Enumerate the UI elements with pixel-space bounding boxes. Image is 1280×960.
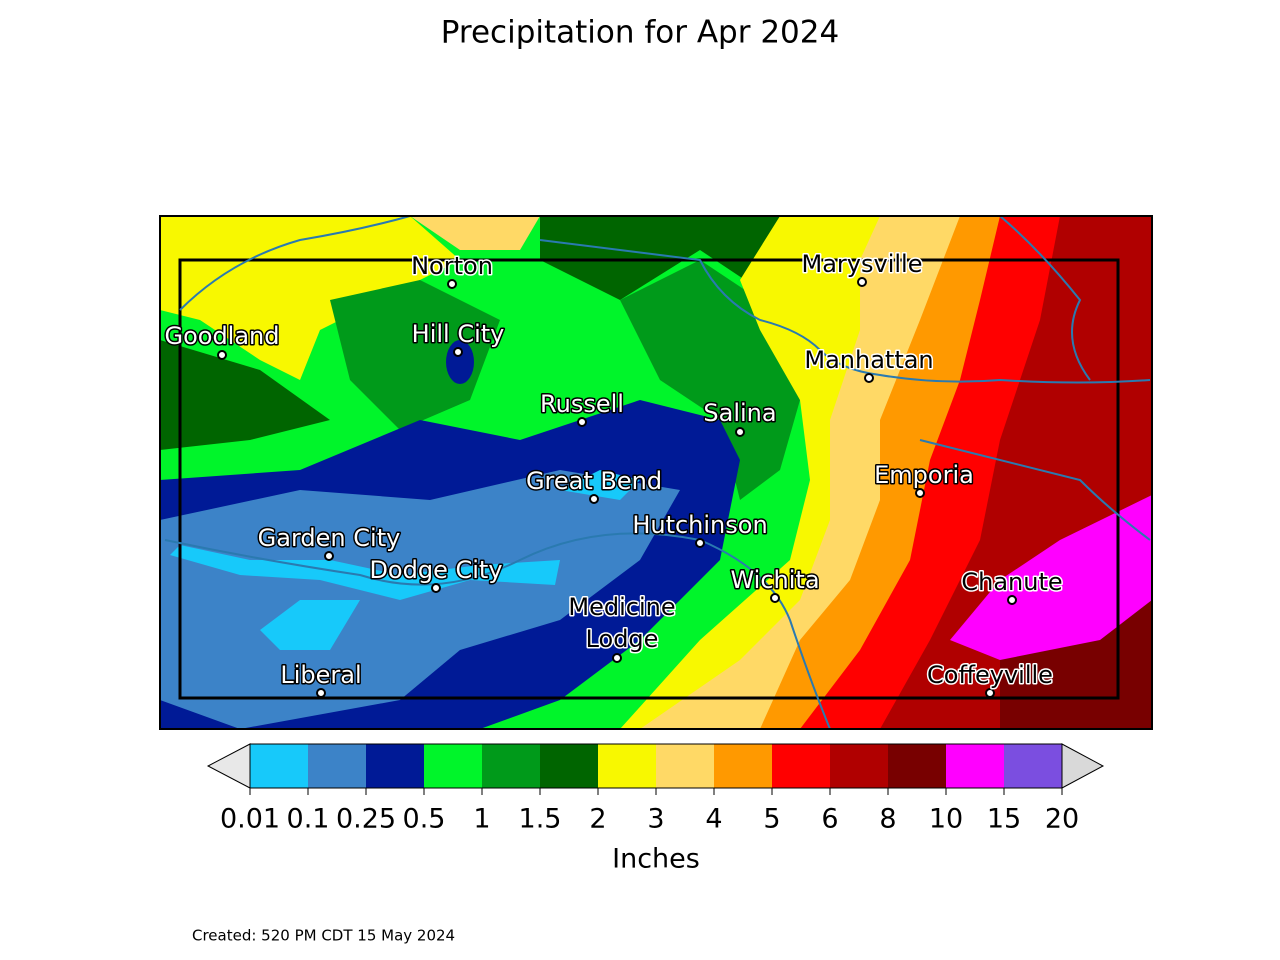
city-label: Dodge City <box>369 556 502 584</box>
city-dot <box>453 347 463 357</box>
color-cell <box>482 744 540 788</box>
tick-label: 0.1 <box>287 804 330 835</box>
tick-label: 10 <box>929 804 963 835</box>
precip-area <box>410 216 540 250</box>
river <box>179 215 411 311</box>
city-dot <box>985 688 995 698</box>
precip-area <box>260 600 360 650</box>
city-dot <box>217 350 227 360</box>
city-label: Marysville <box>802 250 923 278</box>
precip-area <box>160 216 460 380</box>
city-label: Salina <box>703 399 776 427</box>
city-dot <box>612 653 622 663</box>
color-cell <box>946 744 1004 788</box>
tick-label: 20 <box>1045 804 1079 835</box>
city-dot <box>770 593 780 603</box>
cities: Norton Marysville Goodland Hill City Manhatt… <box>163 249 1064 698</box>
map-overlay <box>159 215 1153 730</box>
tick-label: 0.5 <box>403 804 446 835</box>
color-cell <box>714 744 772 788</box>
tick-label: 1 <box>473 804 490 835</box>
city-dot <box>447 279 457 289</box>
title: Precipitation for Apr 2024 <box>441 15 839 51</box>
color-cell <box>540 744 598 788</box>
footer: Created: 520 PM CDT 15 May 2024 <box>192 927 455 945</box>
city-label: Medicine Lodge <box>568 593 675 653</box>
precip-area <box>160 470 680 729</box>
tick-label: 0.01 <box>220 804 280 835</box>
city-label: Great Bend <box>526 467 662 495</box>
colorbar-label: Inches <box>612 844 700 875</box>
colorbar-extend <box>1061 743 1105 789</box>
map-frame <box>159 215 1153 730</box>
city-label: Goodland <box>164 322 279 350</box>
precip-area <box>950 495 1152 660</box>
city-dot <box>1007 595 1017 605</box>
precip-area <box>170 545 560 600</box>
tick-label: 3 <box>647 804 664 835</box>
color-cell <box>888 744 946 788</box>
tick-label: 4 <box>705 804 722 835</box>
colorbar-extend <box>206 743 251 789</box>
tick-label: 6 <box>821 804 838 835</box>
city-label: Liberal <box>280 661 361 689</box>
tick-label: 8 <box>879 804 896 835</box>
city-dot <box>577 417 587 427</box>
map <box>160 216 1152 729</box>
city-label: Manhattan <box>804 346 933 374</box>
precip-area <box>160 340 330 450</box>
color-cell <box>656 744 714 788</box>
tick-label: 15 <box>987 804 1021 835</box>
tick-label: 1.5 <box>519 804 562 835</box>
city-dot <box>316 688 326 698</box>
state-border <box>178 258 1120 700</box>
precip-area <box>446 340 474 384</box>
color-cell <box>366 744 424 788</box>
color-cell <box>598 744 656 788</box>
city-dot <box>864 373 874 383</box>
river <box>539 239 1151 384</box>
color-cell <box>1004 744 1062 788</box>
city-label: Russell <box>540 390 624 418</box>
tick-label: 5 <box>763 804 780 835</box>
city-dot <box>431 583 441 593</box>
river <box>999 215 1091 381</box>
city-label: Hutchinson <box>632 511 767 539</box>
city-label: Hill City <box>412 320 505 348</box>
color-cell <box>830 744 888 788</box>
city-dot <box>589 494 599 504</box>
color-cell <box>308 744 366 788</box>
color-cell <box>772 744 830 788</box>
city-label: Wichita <box>730 566 819 594</box>
city-dot <box>915 488 925 498</box>
city-dot <box>857 277 867 287</box>
city-dot <box>695 538 705 548</box>
color-cell <box>424 744 482 788</box>
city-label: Emporia <box>874 461 974 489</box>
city-dot <box>735 427 745 437</box>
colorbar: 0.01 0.1 0.25 0.5 1 1.5 2 3 4 5 6 8 10 15 20 <box>206 743 1105 835</box>
city-label: Coffeyville <box>927 661 1053 689</box>
tick-label: 2 <box>589 804 606 835</box>
precip-area <box>620 260 800 500</box>
city-label: Garden City <box>258 524 401 552</box>
color-cell <box>250 744 308 788</box>
river <box>919 439 1151 541</box>
city-label: Norton <box>411 252 493 280</box>
precip-area <box>330 280 500 430</box>
city-label: Chanute <box>961 568 1062 596</box>
river <box>164 532 831 730</box>
city-dot <box>324 551 334 561</box>
precip-area <box>560 470 640 500</box>
tick-label: 0.25 <box>336 804 396 835</box>
